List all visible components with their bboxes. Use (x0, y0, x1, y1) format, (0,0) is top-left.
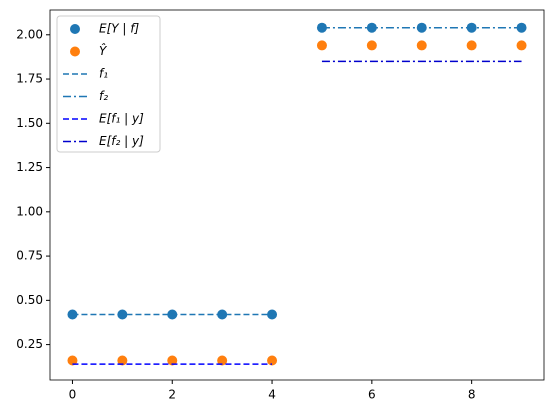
point (416, 40, 427, 51)
point (117, 355, 128, 366)
y-tick-label: 0.25 (16, 337, 43, 351)
y-tick-label: 1.50 (16, 116, 43, 130)
x-tick-label: 0 (69, 388, 77, 402)
point (366, 40, 377, 51)
y-tick-label: 1.25 (16, 160, 43, 174)
point (516, 40, 527, 51)
point (267, 355, 278, 366)
point (217, 355, 228, 366)
point (316, 40, 327, 51)
x-tick-label: 2 (168, 388, 176, 402)
x-tick-label: 6 (368, 388, 376, 402)
point (67, 355, 78, 366)
legend-box (56, 15, 161, 153)
legend-marker (70, 46, 80, 57)
legend-marker (70, 24, 80, 34)
plot-frame (49, 9, 545, 381)
x-tick-label: 4 (268, 388, 276, 402)
legend-label: E[f₁ | y] (99, 112, 144, 126)
y-tick-label: 2.00 (16, 27, 43, 41)
legend-label: f₂ (99, 89, 108, 103)
y-tick-label: 1.00 (16, 204, 43, 218)
x-tick-label: 8 (468, 388, 476, 402)
y-tick-label: 1.75 (16, 72, 43, 86)
legend-label: E[f₂ | y] (99, 134, 144, 148)
point (167, 355, 178, 366)
legend-label: E[Y | f] (99, 22, 139, 36)
point (466, 40, 477, 51)
y-tick-label: 0.50 (16, 293, 43, 307)
y-tick-label: 0.75 (16, 249, 43, 263)
legend-label: f₁ (99, 67, 108, 81)
legend-label: Ŷ (99, 43, 108, 58)
legend: E[Y | f] Ŷf₁ f₂ E[f₁ | y] E[f₂ | y] (56, 15, 161, 153)
